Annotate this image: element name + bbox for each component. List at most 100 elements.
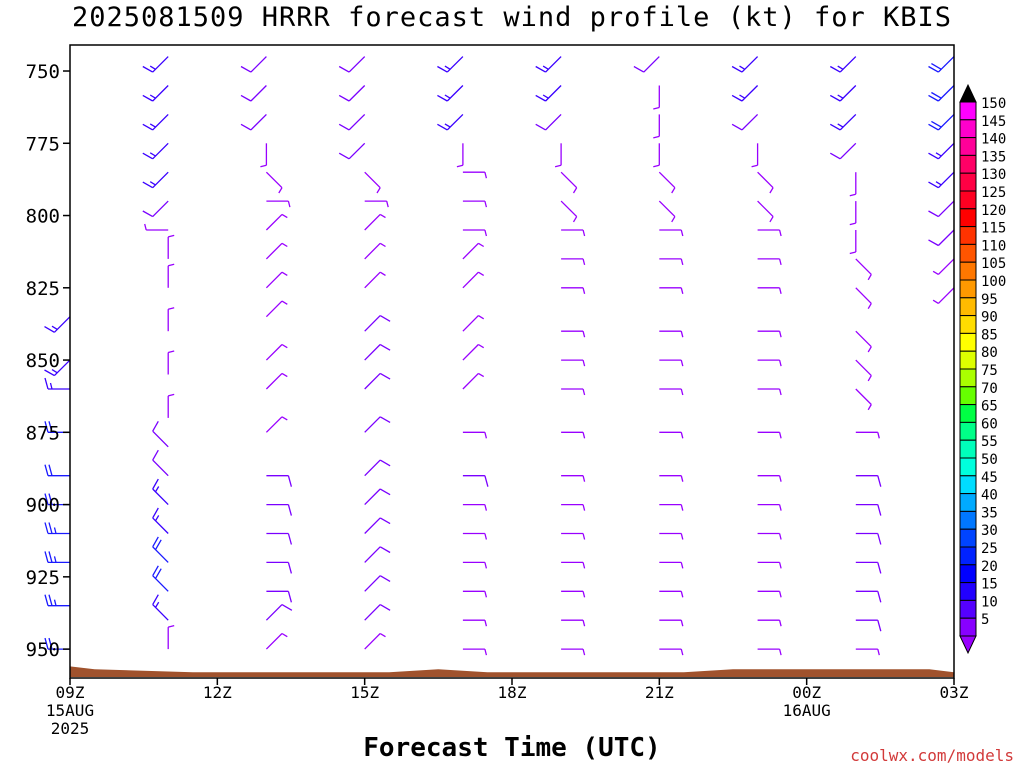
wind-barb [855,330,872,353]
wind-barb [659,359,684,367]
barb-feather [379,488,391,496]
wind-barb [757,590,782,598]
barb-half-feather [680,620,684,627]
barb-staff [446,113,464,131]
barb-feather [48,637,53,650]
barb-staff [265,171,283,189]
source-credit-link[interactable]: coolwx.com/models [850,746,1014,765]
colorbar-label: 5 [981,612,989,628]
barb-staff [757,171,774,189]
barb-half-feather [582,432,586,439]
barb-feather [44,464,49,476]
barb-half-feather [837,94,844,99]
wind-barb [757,258,782,266]
wind-barb [928,85,955,102]
colorbar-label: 75 [981,363,998,379]
barb-feather [931,91,942,99]
wind-barb [437,85,464,102]
wind-barb [659,287,684,294]
wind-barb [437,113,464,131]
barb-half-feather [778,258,782,266]
terrain-fill [70,666,954,677]
barb-feather [928,65,939,73]
wind-barb [167,263,175,288]
colorbar-segment [959,297,977,317]
barb-half-feather [582,258,586,266]
colorbar-label: 90 [981,310,998,326]
barb-staff [545,113,562,131]
colorbar-label: 125 [981,185,1006,201]
colorbar-label: 65 [981,399,998,415]
barb-half-feather [877,432,880,439]
barb-feather [829,65,841,73]
barb-half-feather [778,591,782,598]
colorbar-label: 25 [981,541,998,557]
colorbar-label: 120 [981,203,1006,219]
barb-staff [462,372,479,390]
wind-barb [561,388,586,396]
barb-feather [142,123,154,131]
colorbar-segment [959,368,977,388]
x-tick-label: 09Z [56,683,85,702]
barb-half-feather [739,94,746,99]
barb-half-feather [542,65,549,70]
wind-barb [364,632,386,650]
barb-feather [877,562,882,574]
colorbar-label: 45 [981,470,998,486]
wind-barb [659,475,684,482]
wind-barb [462,372,485,390]
wind-barb [757,388,782,396]
wind-barb [757,171,774,194]
barb-half-feather [478,343,485,349]
wind-barb [829,85,857,102]
barb-half-feather [582,475,586,482]
wind-barb [462,229,488,237]
barb-half-feather [484,591,488,598]
barb-half-feather [379,242,386,248]
barb-staff [250,85,267,102]
barb-staff [348,85,366,102]
wind-barb [659,388,684,396]
barb-half-feather [932,270,939,275]
barb-half-feather [281,300,288,305]
barb-feather [142,94,154,102]
colorbar-segment [959,279,977,299]
barb-staff [839,142,857,160]
wind-barb [928,171,955,189]
wind-barb [659,503,684,511]
wind-speed-colorbar: 1501451401351301251201151101051009590858… [959,83,1006,655]
barb-feather [48,551,53,563]
wind-barb [731,85,759,102]
barb-half-feather [778,504,782,511]
x-axis-title: Forecast Time (UTC) [363,733,661,763]
colorbar-label: 60 [981,416,998,432]
colorbar-label: 20 [981,559,998,575]
barb-staff [364,575,381,592]
colorbar-label: 110 [981,238,1006,254]
barb-staff [348,142,366,160]
barb-feather [44,594,49,606]
barb-half-feather [281,271,288,276]
wind-barb [653,114,660,139]
wind-barb [855,532,882,545]
wind-barb [142,200,169,218]
wind-barb [653,143,660,168]
wind-barb [44,359,71,377]
wind-barb [561,619,586,627]
barb-staff [265,271,283,289]
barb-half-feather [778,475,782,482]
barb-feather [48,464,53,476]
wind-barb [462,532,488,540]
wind-barb [142,171,169,189]
wind-barb [44,551,70,564]
barb-half-feather [582,388,586,396]
barb-staff [643,56,660,73]
wind-barb [167,624,175,650]
barb-half-feather [484,562,488,569]
barb-half-feather [444,65,451,70]
colorbar-segment [959,350,977,370]
barb-half-feather [386,200,389,208]
wind-barb [240,85,267,102]
barb-half-feather [680,475,684,482]
barb-feather [44,522,49,534]
